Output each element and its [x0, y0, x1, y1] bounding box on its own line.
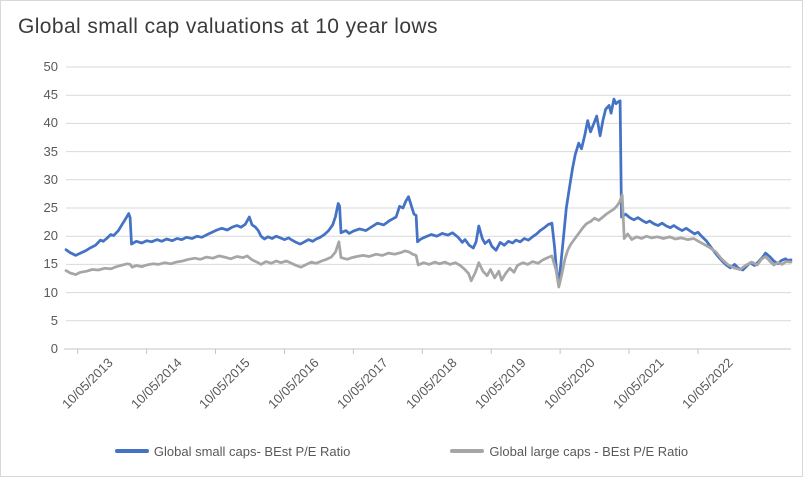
x-axis-tick-label: 10/05/2020: [541, 355, 598, 412]
x-axis-tick-label: 10/05/2016: [265, 355, 323, 412]
x-axis-tick-label: 10/05/2022: [678, 355, 736, 412]
x-axis-tick-label: 10/05/2019: [472, 355, 529, 412]
x-axis-tick-label: 10/05/2014: [127, 355, 185, 412]
x-axis-tick-label: 10/05/2021: [610, 355, 667, 412]
small-caps-line: [64, 97, 793, 281]
x-axis-tick-label: 10/05/2018: [403, 355, 460, 412]
chart-title: Global small cap valuations at 10 year l…: [18, 15, 438, 38]
y-axis-tick-label: 30: [43, 171, 58, 187]
y-axis-tick-label: 25: [43, 200, 58, 215]
y-axis-tick-label: 50: [43, 59, 58, 74]
y-axis-tick-label: 40: [43, 115, 58, 131]
y-axis-tick-label: 35: [43, 143, 58, 159]
legend-label-small-caps: Global small caps- BEst P/E Ratio: [153, 443, 351, 459]
legend-item-small-caps: Global small caps- BEst P/E Ratio: [114, 443, 351, 459]
y-axis-tick-label: 20: [43, 228, 58, 244]
legend: Global small caps- BEst P/E Ratio Global…: [1, 440, 802, 462]
x-axis-tick-label: 10/05/2015: [196, 355, 254, 412]
plot-area: [64, 66, 793, 354]
legend-label-large-caps: Global large caps - BEst P/E Ratio: [489, 443, 689, 459]
large-caps-line: [64, 193, 793, 289]
small-caps-line-swatch: [114, 449, 149, 453]
x-axis-tick-label: 10/05/2013: [58, 355, 116, 412]
y-axis-tick-label: 0: [50, 341, 58, 356]
large-caps-line-swatch: [450, 449, 485, 453]
legend-item-large-caps: Global large caps - BEst P/E Ratio: [450, 444, 688, 459]
x-axis-tick-label: 10/05/2017: [334, 355, 391, 412]
y-axis-tick-label: 45: [43, 87, 58, 103]
y-axis-tick-label: 10: [43, 284, 58, 300]
y-axis-tick-label: 5: [50, 312, 58, 328]
y-axis-tick-label: 15: [43, 256, 58, 272]
